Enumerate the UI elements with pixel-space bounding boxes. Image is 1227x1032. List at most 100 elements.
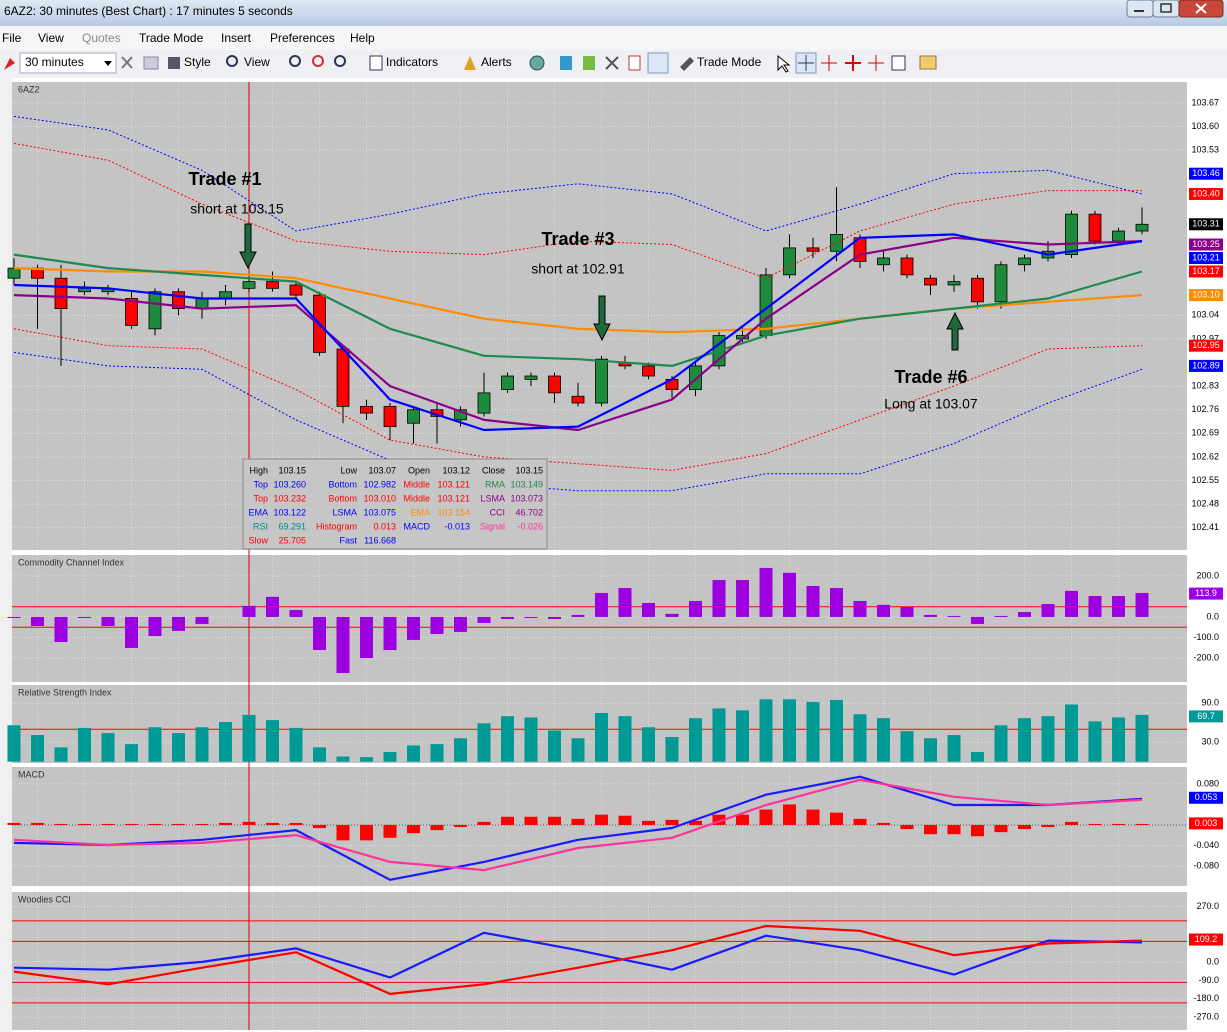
bar: [853, 818, 867, 825]
toolbar-button[interactable]: View: [244, 55, 270, 69]
menu-item[interactable]: Quotes: [82, 31, 121, 45]
bar: [336, 756, 350, 762]
bar: [1041, 824, 1055, 828]
menu-item[interactable]: Help: [350, 31, 375, 45]
info-value: 102.982: [363, 479, 396, 489]
bar: [759, 567, 773, 617]
bar: [712, 708, 726, 762]
bar: [994, 824, 1008, 833]
zoom-icon[interactable]: [334, 55, 346, 67]
bar: [853, 714, 867, 762]
toolbar-button[interactable]: Indicators: [386, 55, 438, 69]
remove-icon[interactable]: [121, 56, 133, 69]
bar: [383, 751, 397, 762]
value-tag: [1189, 933, 1223, 946]
bar: [689, 718, 702, 762]
y-tick-label: -0.040: [1193, 840, 1219, 850]
toolbar-icon[interactable]: [605, 56, 619, 70]
menu-item[interactable]: File: [2, 31, 22, 45]
candle-body: [266, 281, 279, 289]
menu-item[interactable]: Insert: [221, 31, 252, 45]
bar: [172, 733, 185, 762]
menu-item[interactable]: Preferences: [270, 31, 335, 45]
pane: [12, 892, 1187, 1030]
value-tag-label: 102.95: [1192, 340, 1220, 350]
candle-body: [642, 365, 655, 377]
y-tick-label: 102.55: [1191, 475, 1219, 485]
value-tag: [1189, 187, 1223, 200]
bar: [454, 738, 467, 762]
candle-body: [242, 281, 256, 289]
bar: [806, 701, 820, 762]
y-tick-label: 0.080: [1196, 778, 1219, 788]
toolbar-icon[interactable]: [628, 55, 641, 71]
bar: [830, 812, 843, 825]
bar: [360, 757, 373, 762]
timeframe-value[interactable]: 30 minutes: [25, 55, 84, 69]
toolbar-icon[interactable]: [891, 55, 906, 71]
pin-icon[interactable]: [4, 58, 15, 70]
bar: [31, 616, 44, 626]
style-icon[interactable]: [168, 57, 180, 69]
y-tick-label: 90.0: [1201, 698, 1219, 708]
value-tag: [1189, 167, 1223, 180]
menu-item[interactable]: Trade Mode: [139, 31, 204, 45]
window-controls[interactable]: [1126, 0, 1224, 18]
bar: [1135, 714, 1149, 762]
toolbar-icon[interactable]: [821, 55, 837, 71]
pointer-icon[interactable]: [777, 54, 791, 73]
globe-icon[interactable]: [529, 55, 545, 71]
annotation-title: Trade #6: [894, 367, 967, 387]
y-tick-label: 102.97: [1191, 333, 1219, 343]
toolbar-icon[interactable]: [647, 52, 669, 74]
indicators-icon[interactable]: [369, 55, 383, 71]
info-value: 103.260: [273, 479, 306, 489]
bar: [1088, 721, 1102, 762]
bar: [618, 588, 632, 617]
bar: [1088, 823, 1102, 825]
info-label: Bottom: [328, 479, 357, 489]
bar: [1065, 590, 1078, 617]
view-icon[interactable]: [226, 55, 238, 67]
zoom-out-icon[interactable]: [312, 55, 324, 67]
bar: [172, 823, 185, 825]
toolbar-icon[interactable]: [560, 56, 572, 70]
y-tick-label: -100.0: [1193, 632, 1219, 642]
bar: [266, 720, 279, 762]
toolbar-icon[interactable]: [868, 55, 884, 71]
zoom-in-icon[interactable]: [289, 55, 301, 67]
toolbar-icon[interactable]: [919, 55, 937, 70]
toolbar-button[interactable]: Style: [184, 55, 211, 69]
info-value: -0.026: [517, 521, 543, 531]
minimize-icon: [1134, 10, 1144, 12]
alerts-icon[interactable]: [464, 56, 476, 70]
trade-mode-icon[interactable]: [680, 57, 694, 71]
info-value: 103.232: [273, 493, 306, 503]
bar: [101, 616, 115, 626]
toolbar-button[interactable]: Trade Mode: [697, 55, 762, 69]
bar: [289, 609, 303, 617]
y-tick-label: -180.0: [1193, 993, 1219, 1003]
toolbar-icon[interactable]: [583, 56, 595, 70]
value-tag-label: 113.9: [1195, 588, 1217, 598]
bar: [54, 616, 68, 642]
bar: [618, 815, 632, 825]
bar: [7, 725, 21, 762]
info-value: 0.013: [373, 521, 396, 531]
bar: [924, 824, 937, 835]
bar: [383, 824, 397, 838]
pane-label: 6AZ2: [18, 84, 40, 94]
info-value: 103.121: [437, 479, 470, 489]
toolbar-icon[interactable]: [143, 56, 159, 70]
timeframe-select[interactable]: [19, 52, 117, 74]
bar: [642, 603, 655, 617]
menu-item[interactable]: View: [38, 31, 64, 45]
maximize-button[interactable]: [1152, 0, 1180, 18]
minimize-button[interactable]: [1126, 0, 1154, 18]
bar: [242, 714, 256, 762]
toolbar-icon[interactable]: [845, 55, 861, 71]
toolbar-button[interactable]: Alerts: [481, 55, 512, 69]
bar: [689, 600, 702, 617]
bar: [195, 616, 209, 624]
plot-layer: [7, 115, 1149, 996]
